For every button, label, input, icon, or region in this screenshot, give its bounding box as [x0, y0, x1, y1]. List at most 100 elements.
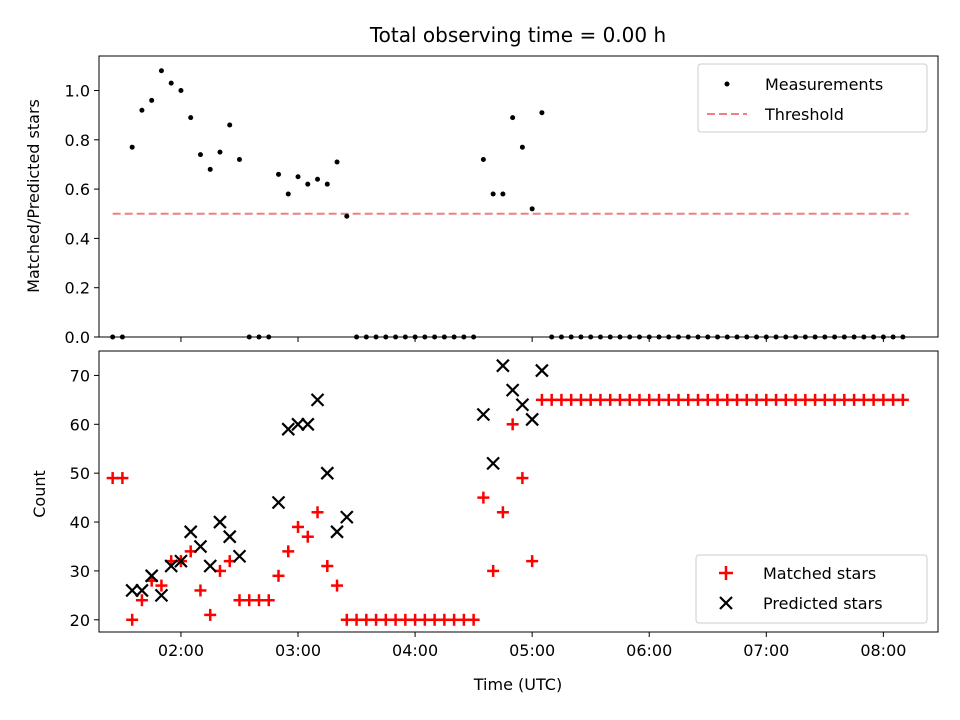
predicted-star-point-7 [193, 539, 208, 554]
top-y-tick-label-3: 0.6 [65, 180, 90, 199]
measurement-point-62 [715, 334, 721, 340]
matched-star-point-10 [204, 608, 217, 621]
measurement-point-56 [656, 334, 662, 340]
measurement-point-34 [441, 334, 447, 340]
measurement-point-25 [354, 334, 360, 340]
matched-star-point-17 [272, 569, 285, 582]
measurement-point-33 [432, 334, 438, 340]
bottom-y-tick-label-3: 50 [70, 464, 90, 483]
measurement-point-52 [617, 334, 623, 340]
measurement-point-77 [861, 334, 867, 340]
matched-star-point-1 [116, 472, 129, 485]
bottom-y-tick-label-1: 30 [70, 562, 90, 581]
matched-star-point-9 [194, 584, 207, 597]
bottom-plot-area [98, 350, 939, 633]
legend-measurements-marker [724, 81, 730, 87]
measurement-point-24 [344, 213, 350, 219]
measurement-point-79 [880, 334, 886, 340]
measurement-point-20 [305, 181, 311, 187]
top-y-tick-label-5: 1.0 [65, 82, 90, 101]
predicted-star-point-10 [222, 529, 237, 544]
measurement-point-1 [119, 334, 125, 340]
measurement-point-65 [744, 334, 750, 340]
measurement-point-31 [412, 334, 418, 340]
measurement-point-60 [695, 334, 701, 340]
predicted-star-point-18 [330, 525, 344, 539]
measurement-point-26 [363, 334, 369, 340]
measurement-point-11 [217, 149, 223, 155]
measurement-point-53 [627, 334, 633, 340]
measurement-point-38 [480, 157, 486, 163]
predicted-star-point-12 [271, 495, 286, 510]
predicted-star-point-23 [505, 383, 520, 397]
matched-star-point-21 [311, 506, 324, 519]
predicted-star-point-22 [496, 358, 510, 373]
predicted-star-point-8 [203, 559, 217, 573]
predicted-star-point-16 [310, 393, 325, 407]
measurement-point-40 [500, 191, 506, 197]
top-legend-box [697, 63, 928, 133]
measurement-point-7 [178, 88, 184, 94]
top-y-axis: 0.0 0.2 0.4 0.6 0.8 1.0 [65, 82, 99, 347]
bottom-subplot: 20 30 40 50 60 70 02:00 03:00 04:00 05:00 06:00 07… [30, 350, 939, 694]
measurement-point-36 [461, 334, 467, 340]
predicted-star-point-2 [144, 569, 159, 583]
bottom-x-tick-label-6: 08:00 [860, 641, 906, 660]
bottom-y-tick-label-2: 40 [70, 513, 90, 532]
measurement-point-51 [607, 334, 613, 340]
matched-star-point-2 [126, 613, 139, 626]
matched-star-point-38 [477, 491, 490, 504]
measurement-point-43 [529, 206, 535, 212]
bottom-x-axis-label: Time (UTC) [473, 675, 562, 694]
measurement-point-54 [636, 334, 642, 340]
measurement-point-61 [705, 334, 711, 340]
measurement-point-0 [110, 334, 116, 340]
top-subplot: Total observing time = 0.00 h 0.00.20.40… [24, 23, 939, 347]
measurement-point-30 [402, 334, 408, 340]
matched-star-point-40 [496, 506, 509, 519]
predicted-star-point-6 [183, 525, 198, 539]
legend-matched-marker [719, 566, 733, 580]
measurement-point-12 [227, 122, 233, 128]
bottom-y-tick-label-4: 60 [70, 415, 90, 434]
measurement-point-78 [871, 334, 877, 340]
matched-star-point-41 [506, 418, 519, 431]
measurement-point-5 [158, 68, 164, 74]
measurement-point-41 [510, 115, 516, 121]
measurement-point-64 [734, 334, 740, 340]
measurement-point-3 [139, 107, 145, 113]
measurement-point-27 [373, 334, 379, 340]
top-y-tick-label-1: 0.2 [65, 279, 90, 298]
measurement-point-22 [324, 181, 330, 187]
predicted-star-point-1 [135, 583, 149, 598]
predicted-star-point-5 [174, 554, 188, 568]
matched-star-point-37 [467, 613, 480, 626]
measurement-point-6 [168, 80, 174, 86]
bottom-x-axis: 02:00 03:00 04:00 05:00 06:00 07:00 08:00 [158, 632, 906, 660]
predicted-star-point-19 [340, 510, 354, 524]
matched-star-point-3 [135, 594, 148, 607]
measurement-point-50 [597, 334, 603, 340]
measurement-point-19 [295, 174, 301, 180]
matched-star-point-16 [262, 594, 275, 607]
predicted-star-point-0 [125, 583, 139, 598]
measurement-point-73 [822, 334, 828, 340]
measurement-point-14 [246, 334, 252, 340]
measurement-point-76 [851, 334, 857, 340]
bottom-x-tick-label-2: 04:00 [392, 641, 438, 660]
predicted-stars-series [125, 358, 549, 603]
matched-star-point-5 [155, 579, 168, 592]
matched-star-point-81 [896, 393, 909, 406]
measurement-point-49 [588, 334, 594, 340]
legend-predicted-marker [719, 596, 733, 610]
measurement-point-18 [285, 191, 291, 197]
measurement-point-42 [519, 144, 525, 150]
measurement-point-48 [578, 334, 584, 340]
measurement-point-37 [471, 334, 477, 340]
measurement-point-17 [276, 171, 282, 177]
top-y-tick-label-0: 0.0 [65, 328, 90, 347]
top-plot-area [98, 55, 939, 338]
bottom-x-tick-label-4: 06:00 [626, 641, 672, 660]
measurement-point-66 [754, 334, 760, 340]
